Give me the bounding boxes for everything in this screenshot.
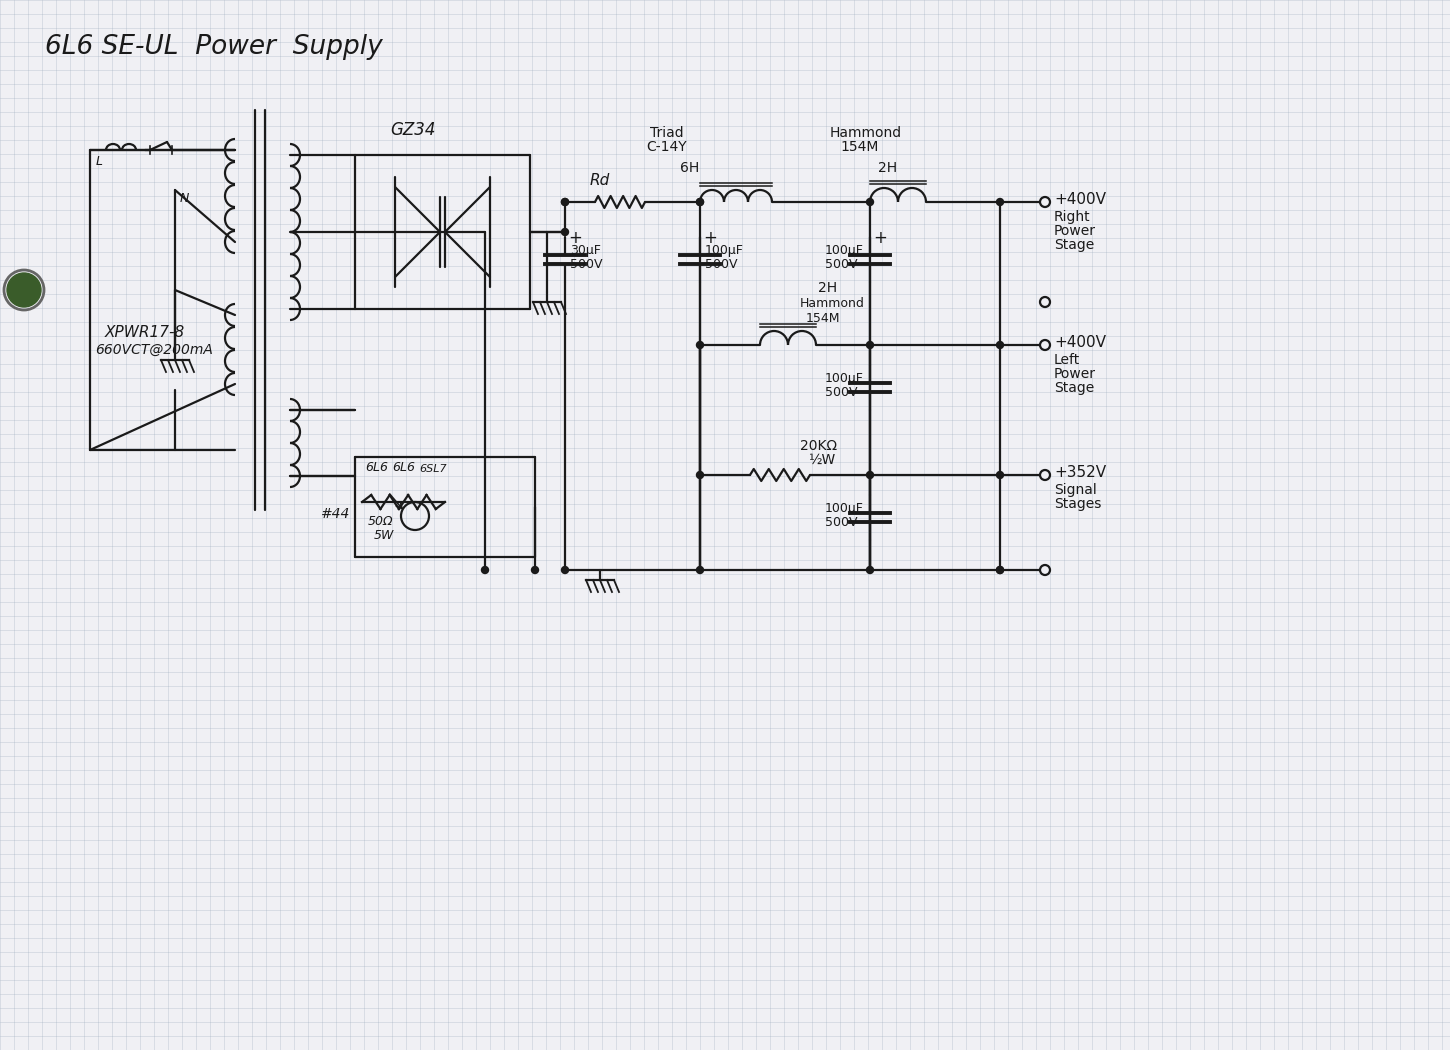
Circle shape [996, 567, 1003, 573]
Text: 500V: 500V [825, 516, 857, 529]
Text: Hammond: Hammond [800, 297, 864, 310]
Text: Stage: Stage [1054, 381, 1095, 395]
Circle shape [1040, 470, 1050, 480]
Text: 500V: 500V [825, 258, 857, 271]
Text: Hammond: Hammond [829, 126, 902, 140]
Circle shape [561, 229, 568, 235]
Text: +: + [703, 229, 716, 247]
Text: Left: Left [1054, 353, 1080, 367]
Circle shape [696, 567, 703, 573]
Text: #44: #44 [320, 507, 349, 521]
Circle shape [696, 198, 703, 206]
Text: +: + [873, 229, 887, 247]
Text: 5W: 5W [374, 529, 394, 542]
Text: 6L6: 6L6 [365, 461, 389, 474]
Text: 6L6: 6L6 [392, 461, 415, 474]
Text: +400V: +400V [1054, 192, 1106, 207]
Text: +400V: +400V [1054, 335, 1106, 350]
Text: 154M: 154M [840, 140, 879, 154]
Circle shape [696, 471, 703, 479]
Circle shape [561, 198, 568, 206]
Text: XPWR17-8: XPWR17-8 [104, 326, 186, 340]
Text: Right: Right [1054, 210, 1090, 224]
Circle shape [996, 341, 1003, 349]
Text: 660VCT@200mA: 660VCT@200mA [96, 343, 213, 357]
Circle shape [1040, 565, 1050, 575]
Circle shape [1040, 340, 1050, 350]
Text: +: + [568, 229, 581, 247]
Text: 2H: 2H [879, 161, 898, 175]
Text: 6SL7: 6SL7 [419, 464, 447, 474]
Text: 50Ω: 50Ω [368, 514, 393, 528]
Circle shape [996, 198, 1003, 206]
Circle shape [532, 567, 538, 573]
Text: 100μF: 100μF [825, 372, 864, 385]
Text: 154M: 154M [806, 312, 841, 326]
Circle shape [996, 567, 1003, 573]
Text: Triad: Triad [650, 126, 683, 140]
Circle shape [867, 341, 873, 349]
Text: 2H: 2H [818, 281, 837, 295]
Circle shape [696, 198, 703, 206]
Text: C-14Y: C-14Y [647, 140, 687, 154]
Text: Stages: Stages [1054, 497, 1102, 511]
Circle shape [696, 341, 703, 349]
Circle shape [867, 567, 873, 573]
Text: Rd: Rd [590, 173, 610, 188]
Text: 20KΩ: 20KΩ [800, 439, 837, 453]
Text: ½W: ½W [808, 453, 835, 467]
Circle shape [996, 471, 1003, 479]
Circle shape [481, 567, 489, 573]
Text: 100μF: 100μF [825, 244, 864, 257]
Text: L: L [96, 155, 103, 168]
Text: Signal: Signal [1054, 483, 1096, 497]
Circle shape [561, 198, 568, 206]
Text: GZ34: GZ34 [390, 121, 435, 139]
Text: 500V: 500V [825, 386, 857, 399]
Circle shape [1040, 297, 1050, 307]
Text: Power: Power [1054, 224, 1096, 238]
Circle shape [867, 198, 873, 206]
Circle shape [867, 471, 873, 479]
Circle shape [7, 273, 41, 307]
Text: 30μF: 30μF [570, 244, 600, 257]
Text: 100μF: 100μF [705, 244, 744, 257]
Circle shape [561, 567, 568, 573]
Text: N: N [180, 192, 190, 205]
Circle shape [1040, 197, 1050, 207]
Text: 6H: 6H [680, 161, 699, 175]
Text: Stage: Stage [1054, 238, 1095, 252]
Text: Power: Power [1054, 368, 1096, 381]
Text: 6L6 SE-UL  Power  Supply: 6L6 SE-UL Power Supply [45, 34, 383, 60]
Text: +352V: +352V [1054, 465, 1106, 480]
Text: 100μF: 100μF [825, 502, 864, 514]
Text: 500V: 500V [705, 258, 738, 271]
Text: 500V: 500V [570, 258, 603, 271]
